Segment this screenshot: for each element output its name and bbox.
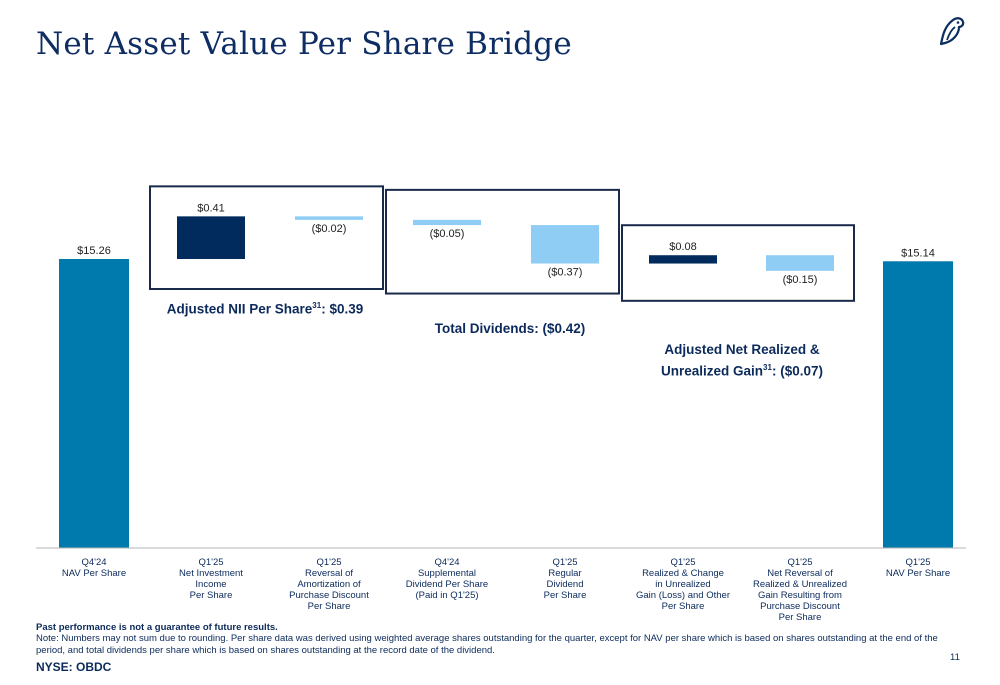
value-label-6: ($0.15) — [783, 274, 818, 286]
bar-7 — [883, 261, 953, 548]
ticker: NYSE: OBDC — [36, 660, 112, 674]
group-frame-0 — [149, 185, 384, 290]
value-label-0: $15.26 — [77, 245, 111, 257]
x-tick-label-7: Q1'25 NAV Per Share — [886, 557, 950, 579]
page-title: Net Asset Value Per Share Bridge — [36, 26, 572, 62]
x-tick-label-6: Q1'25 Net Reversal of Realized & Unrealize… — [753, 557, 847, 623]
bar-1 — [177, 216, 245, 259]
group-label-suffix: : $0.39 — [321, 301, 364, 317]
footnote: Note: Numbers may not sum due to roundin… — [36, 633, 938, 656]
bar-0 — [59, 259, 129, 548]
bar-3 — [413, 219, 481, 226]
value-label-2: ($0.02) — [312, 223, 347, 235]
x-tick-label-1: Q1'25 Net Investment Income Per Share — [179, 557, 243, 601]
group-label-suffix: : ($0.07) — [771, 363, 823, 379]
bar-6 — [766, 255, 834, 271]
group-frame-2 — [621, 224, 855, 302]
group-label-adjusted-nii: Adjusted NII Per Share31: $0.39 — [150, 297, 380, 319]
footnote-marker: 31 — [312, 301, 322, 310]
value-label-3: ($0.05) — [430, 228, 465, 240]
group-label-text: Adjusted NII Per Share — [166, 301, 313, 317]
group-label-text: Unrealized Gain — [661, 363, 764, 379]
bar-4 — [531, 225, 599, 264]
bar-5 — [649, 255, 717, 264]
page-number: 11 — [950, 652, 960, 663]
x-tick-label-4: Q1'25 Regular Dividend Per Share — [544, 557, 587, 601]
group-frame-1 — [385, 188, 620, 295]
x-tick-label-2: Q1'25 Reversal of Amortization of Purchase … — [289, 557, 369, 612]
value-label-4: ($0.37) — [548, 267, 583, 279]
group-label-total-dividends: Total Dividends: ($0.42) — [380, 320, 640, 338]
group-label-net-realized: Adjusted Net Realized & Unrealized Gain3… — [622, 341, 862, 381]
value-label-1: $0.41 — [197, 202, 225, 214]
x-tick-label-0: Q4'24 NAV Per Share — [62, 557, 126, 579]
value-label-7: $15.14 — [901, 247, 935, 259]
footnote-marker: 31 — [763, 363, 772, 372]
x-tick-label-3: Q4'24 Supplemental Dividend Per Share (Paid… — [406, 557, 488, 601]
disclaimer: Past performance is not a guarantee of f… — [36, 622, 278, 633]
group-label-text: Total Dividends: ($0.42) — [434, 321, 586, 336]
value-label-5: $0.08 — [669, 241, 697, 253]
group-label-line1: Adjusted Net Realized & — [664, 342, 820, 357]
bird-logo-icon — [939, 17, 965, 46]
x-tick-label-5: Q1'25 Realized & Change in Unrealized Gain … — [636, 557, 730, 612]
bar-2 — [295, 216, 363, 220]
